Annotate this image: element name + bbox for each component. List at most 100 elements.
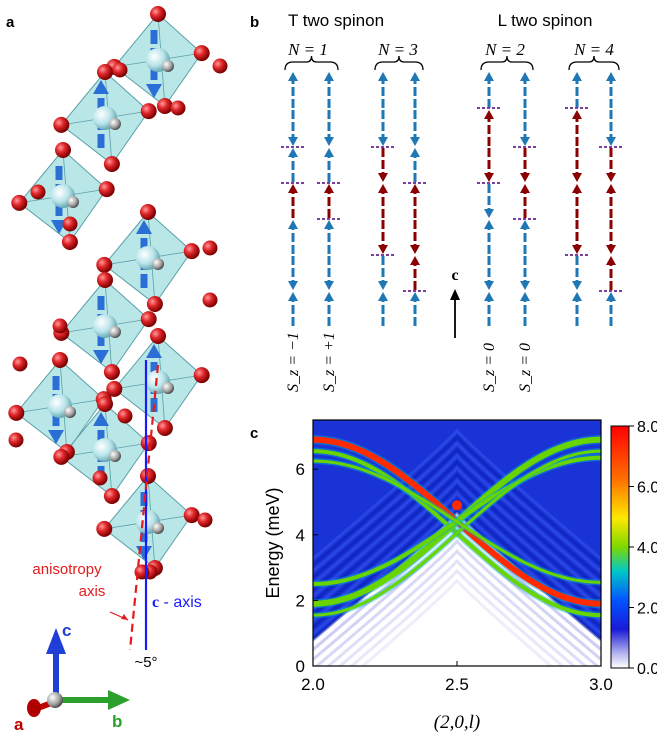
spin-arrow-head: [572, 173, 582, 182]
spin-arrow-head: [410, 256, 420, 265]
spin-arrow: [484, 220, 494, 254]
oxygen-atom: [146, 296, 163, 312]
colorbar-tick-label: 4.0: [637, 540, 657, 557]
spin-arrow-head: [606, 292, 616, 301]
spin-arrow-head: [520, 292, 530, 301]
spin-arrow: [378, 148, 388, 182]
axis-b-arrow-head: [108, 690, 130, 710]
spin-arrow-head: [378, 173, 388, 182]
brace: [568, 55, 620, 71]
c-axis-label-rest: - axis: [159, 594, 202, 611]
oxygen-atom: [183, 243, 200, 260]
continuum-band: [313, 497, 601, 629]
Sz-label-plus1: S_z = +1: [321, 332, 338, 392]
oxygen-atom: [12, 356, 28, 372]
spin-arrow-head: [378, 137, 388, 146]
spin-arrow-head: [606, 256, 616, 265]
crystal-structure-figure: anisotropy axis c - axis ~5° c b a: [8, 6, 228, 734]
oxygen-atom: [8, 404, 25, 421]
oxygen-atom: [202, 240, 218, 256]
oxygen-atom: [193, 367, 210, 384]
spin-arrow: [288, 72, 298, 108]
continuum-band: [313, 472, 601, 604]
spin-arrow-head: [378, 292, 388, 301]
continuum-band: [313, 466, 601, 598]
spin-arrow: [572, 256, 582, 290]
spin-arrow: [288, 220, 298, 254]
spin-arrow: [606, 184, 616, 218]
oxygen-atom: [97, 272, 113, 288]
anisotropy-label-1: anisotropy: [32, 561, 102, 578]
continuum-band: [313, 434, 601, 567]
spin-arrow-head: [324, 220, 334, 229]
spin-arrow-head: [484, 292, 494, 301]
continuum-band: [313, 447, 601, 579]
N-label-1: N = 1: [287, 40, 328, 59]
spin-arrow: [572, 72, 582, 108]
spin-arrow: [520, 72, 530, 108]
spin-arrow-head: [288, 281, 298, 290]
oxygen-atom: [52, 352, 68, 368]
spin-arrow-head: [410, 72, 420, 81]
spin-arrow-head: [378, 184, 388, 193]
small-gray-atom: [109, 326, 121, 338]
spin-arrow-head: [484, 173, 494, 182]
spin-arrow-head: [410, 292, 420, 301]
ghost-band: [337, 558, 577, 666]
colorbar-tick-label: 6.0: [637, 480, 657, 497]
continuum-band: [313, 490, 601, 623]
spinon-diagram: T two spinon L two spinon N = 1 N = 3 N …: [281, 11, 623, 392]
spin-arrow-head: [288, 292, 298, 301]
spin-arrow: [378, 220, 388, 254]
spin-arrow-head: [378, 245, 388, 254]
oxygen-atom: [52, 318, 68, 334]
continuum-band: [313, 453, 601, 585]
oxygen-atom: [103, 156, 120, 172]
small-gray-atom: [109, 450, 121, 462]
spin-arrow: [324, 184, 334, 218]
spin-arrow: [606, 256, 616, 290]
ghost-band: [314, 539, 600, 666]
oxygen-atom: [202, 292, 218, 308]
brace: [480, 55, 534, 71]
oxygen-atom: [53, 116, 70, 133]
axis-c-label: c: [62, 621, 71, 640]
oxygen-atom: [140, 204, 156, 220]
oxygen-atom: [96, 256, 113, 273]
oxygen-atom: [96, 520, 113, 537]
heatmap-bands: [313, 420, 601, 666]
spin-arrow: [288, 184, 298, 218]
spin-arrow-head: [410, 137, 420, 146]
spin-arrow-head: [93, 412, 109, 426]
oxygen-atom: [193, 45, 210, 62]
axis-a-label: a: [14, 715, 24, 734]
spin-arrow: [484, 256, 494, 290]
title-L-two-spinon: L two spinon: [498, 11, 593, 30]
oxygen-atom: [140, 103, 157, 120]
ghost-band: [349, 568, 565, 666]
dispersion-branch: [313, 449, 601, 617]
spin-arrow-head: [572, 184, 582, 193]
oxygen-atom: [92, 470, 108, 486]
spin-arrow: [572, 184, 582, 218]
spin-arrow-head: [606, 245, 616, 254]
small-gray-atom: [109, 118, 121, 130]
y-tick-label: 4: [296, 526, 305, 545]
spin-arrow-head: [146, 84, 162, 98]
oxygen-atom: [150, 6, 166, 22]
oxygen-atom: [156, 98, 173, 114]
Sz-label-0-a: S_z = 0: [481, 343, 498, 392]
spin-arrow: [324, 72, 334, 108]
anisotropy-axis-line: [128, 364, 160, 651]
oxygen-atom: [62, 216, 78, 232]
spin-arrow-head: [484, 281, 494, 290]
y-tick-label: 0: [296, 657, 305, 676]
spin-arrow-head: [136, 220, 152, 234]
spin-arrow: [378, 110, 388, 146]
spin-arrow: [484, 184, 494, 218]
spin-arrow-head: [378, 281, 388, 290]
continuum-band: [313, 441, 601, 573]
spin-arrow: [378, 256, 388, 290]
spin-arrow-head: [520, 72, 530, 81]
spin-arrow: [606, 148, 616, 182]
